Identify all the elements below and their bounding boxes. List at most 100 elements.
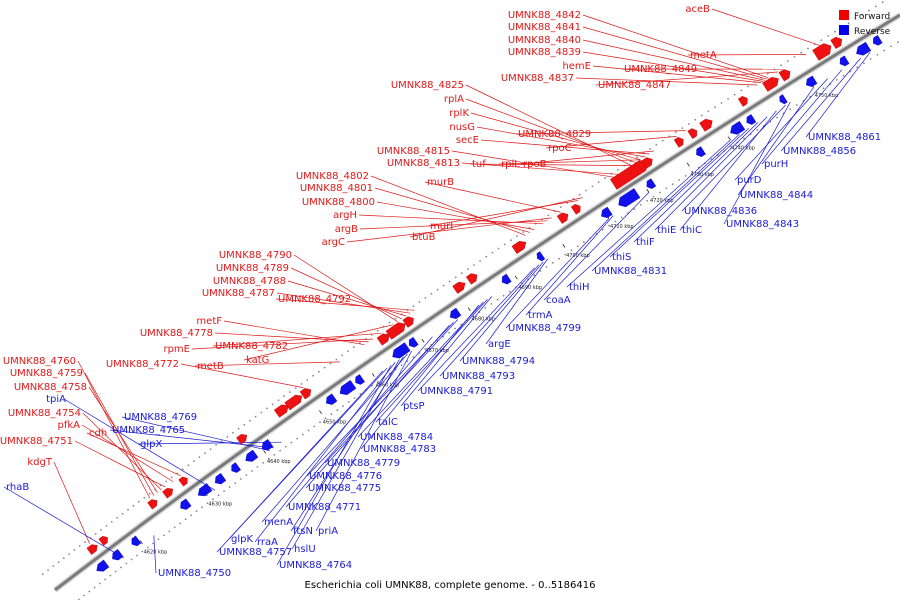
reverse-leader-line [591,133,740,272]
reverse-gene-label: UMNK88_4775 [308,483,381,494]
reverse-leader-line [525,215,614,316]
dot-above [187,464,190,467]
tick-label: 4640 kbp [267,459,291,465]
reverse-leader-line [216,370,384,553]
dot-below [157,538,160,541]
dot-below [484,307,487,309]
forward-gene-label: argB [335,224,358,235]
tick-mark [727,136,731,141]
reverse-gene-label: UMNK88_4794 [462,356,535,367]
forward-gene-arrow [299,388,312,400]
dot-below [223,490,226,492]
legend-reverse-label: Reverse [854,27,891,37]
dot-above [300,383,303,385]
dot-above [727,97,729,100]
dot-below [545,266,548,268]
forward-gene-label: UMNK88_4800 [302,197,375,208]
dot-below [279,449,281,452]
dot-below [897,41,899,44]
dot-below [83,594,85,597]
forward-leader-line [476,126,646,158]
dot-above [510,239,512,242]
forward-gene-label: rpmE [163,344,190,355]
reverse-gene-label: rraA [257,537,278,548]
reverse-gene-label: UMNK88_4776 [309,471,382,482]
tick-mark [562,243,566,248]
reverse-leader-line [417,267,535,392]
reverse-gene-label: UMNK88_4784 [360,432,433,443]
dot-above [94,533,97,535]
forward-gene-arrow [556,212,569,224]
forward-gene-arrow [812,43,832,61]
reverse-gene-label: UMNK88_4757 [219,547,292,558]
forward-gene-arrow [162,487,174,499]
dot-below [876,53,879,56]
axis-ticks: 4620 kbp 4630 kbp 4640 kbp 4650 kbp 4660 kbp… [139,83,838,556]
forward-gene-label: katG [246,355,269,366]
dot-below [359,393,362,395]
reverse-gene-label: glpK [231,534,253,545]
dot-below [576,245,579,248]
dot-above [294,387,297,389]
dot-below [330,413,333,416]
forward-gene-arrow [402,316,414,328]
dot-below [284,445,287,448]
dot-above [847,22,850,25]
reverse-gene-label: UMNK88_4844 [740,190,813,201]
reverse-gene-arrow [409,336,419,348]
reverse-gene-arrow [245,449,259,462]
dot-below [228,486,231,488]
forward-gene-arrow [273,404,289,418]
legend: Forward Reverse [839,10,891,37]
reverse-leader-line [360,304,480,450]
dot-below [130,558,133,561]
dot-below [558,257,560,260]
dot-below [290,441,293,444]
reverse-gene-label: tpiA [46,394,66,405]
forward-leader-line [595,71,778,86]
reverse-leader-line [543,192,650,301]
dot-below [163,534,165,537]
dot-above [861,13,864,16]
forward-gene-arrow [178,476,188,487]
forward-gene-label: secE [456,135,479,146]
forward-leader-line [275,298,415,311]
dot-below [652,195,655,198]
reverse-gene-label: UMNK88_4779 [327,458,400,469]
dot-above [793,56,796,58]
forward-gene-label: UMNK88_4802 [296,171,369,182]
reverse-leader-line [285,336,433,508]
reverse-gene-label: glpX [140,439,162,450]
dot-above [868,9,870,12]
dot-below [324,417,327,420]
dot-above [318,370,320,373]
tick-mark [686,162,690,167]
reverse-leader-line [566,139,731,288]
dot-below [743,137,745,140]
forward-gene-label: murB [427,177,454,188]
reverse-gene-label: purD [737,175,762,186]
dot-above [192,460,195,463]
reverse-gene-label: UMNK88_4836 [684,206,757,217]
forward-gene-label: UMNK88_4788 [213,276,286,287]
dot-below [195,510,198,513]
forward-gene-arrow [385,322,406,340]
forward-gene-label: UMNK88_4842 [508,10,581,21]
dot-below [267,457,270,460]
tick-mark [514,275,518,280]
reverse-gene-arrow [730,120,746,135]
dot-above [516,235,518,238]
forward-gene-label: UMNK88_4772 [106,359,179,370]
dot-above [430,292,433,295]
dot-above [674,131,677,134]
forward-gene-label: argC [322,237,345,248]
reverse-gene-label: menA [264,517,293,528]
dot-above [329,362,332,365]
dot-above [827,35,830,37]
dot-below [201,506,203,509]
forward-gene-label: rplA [444,94,464,105]
forward-gene-label: UMNK88_4841 [508,22,581,33]
dot-below [869,58,872,60]
forward-leader-line [470,112,641,161]
dot-below [313,425,316,428]
